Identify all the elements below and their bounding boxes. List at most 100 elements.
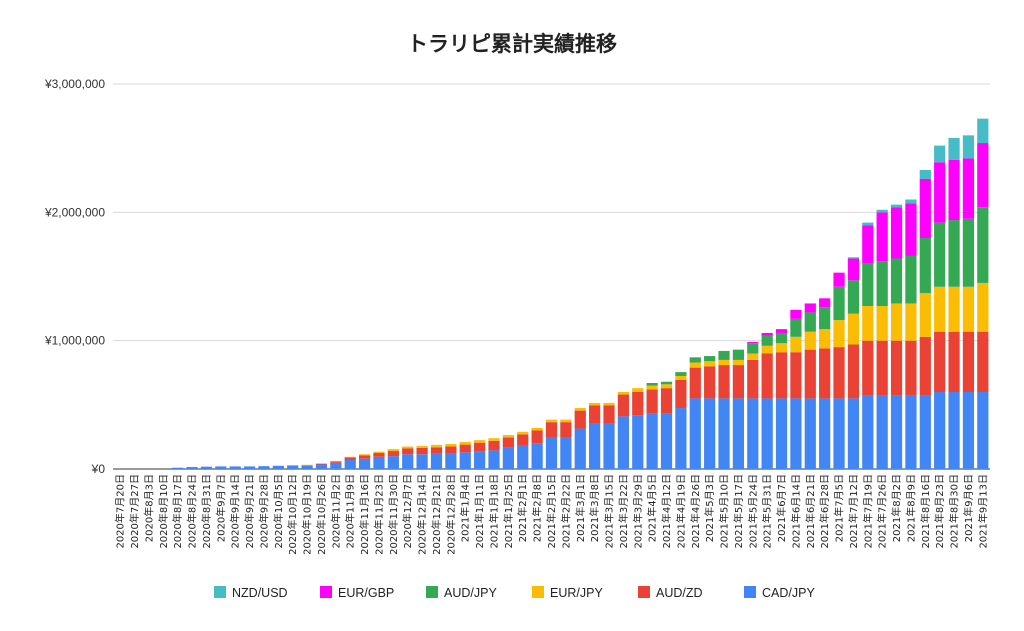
x-tick-label: 2021年6月7日 — [775, 474, 788, 542]
axis-layer: ¥0 ¥1,000,000 ¥2,000,000 ¥3,000,000 2020年7月2… — [44, 77, 989, 555]
bar-eur-jpy — [847, 313, 860, 345]
bar-eur-jpy — [862, 306, 874, 341]
x-tick-label: 2021年5月17日 — [732, 474, 745, 549]
x-tick-label: 2021年4月12日 — [660, 474, 673, 549]
bar-eur-jpy — [977, 282, 989, 332]
bar-nzd-usd — [977, 118, 989, 144]
bar-eur-jpy — [804, 331, 816, 350]
x-tick-label: 2021年8月16日 — [919, 474, 932, 549]
bar-aud-zd — [833, 347, 845, 399]
bar-aud-jpy — [847, 280, 860, 314]
bar-eur-jpy — [315, 463, 328, 464]
bar-eur-gbp — [977, 143, 989, 208]
bar-eur-jpy — [416, 445, 428, 448]
y-tick-label: ¥1,000,000 — [44, 334, 105, 348]
bar-aud-zd — [373, 452, 385, 457]
x-tick-label: 2020年10月5日 — [272, 474, 285, 549]
x-tick-label: 2020年8月31日 — [200, 474, 213, 549]
bar-aud-zd — [790, 352, 802, 399]
x-tick-label: 2021年4月19日 — [674, 474, 687, 549]
bar-eur-jpy — [402, 446, 414, 449]
bars-layer — [172, 118, 989, 469]
bar-aud-jpy — [646, 383, 658, 386]
bar-aud-zd — [344, 457, 356, 461]
bar-aud-zd — [732, 365, 745, 399]
bar-aud-jpy — [819, 307, 831, 330]
bar-aud-jpy — [761, 335, 773, 346]
bar-eur-jpy — [430, 444, 443, 448]
bar-cad-jpy — [315, 464, 328, 469]
bar-nzd-usd — [934, 145, 946, 163]
legend-label: NZD/USD — [232, 586, 288, 600]
bar-cad-jpy — [258, 466, 270, 469]
x-tick-label: 2020年10月19日 — [301, 474, 314, 555]
bar-eur-jpy — [761, 345, 773, 354]
bar-eur-gbp — [775, 329, 788, 333]
bar-cad-jpy — [646, 413, 658, 469]
legend-swatch — [532, 586, 544, 598]
bar-cad-jpy — [200, 466, 213, 469]
bar-eur-jpy — [660, 384, 673, 389]
bar-eur-jpy — [876, 306, 888, 341]
x-tick-label: 2021年1月18日 — [487, 474, 500, 549]
bar-nzd-usd — [905, 199, 917, 204]
bar-cad-jpy — [919, 395, 931, 469]
bar-cad-jpy — [373, 456, 385, 469]
bar-cad-jpy — [459, 452, 471, 469]
bar-aud-jpy — [862, 263, 874, 307]
bar-aud-zd — [876, 340, 888, 396]
bar-eur-gbp — [747, 341, 759, 344]
bar-eur-jpy — [646, 385, 658, 390]
bar-cad-jpy — [589, 423, 601, 469]
bar-aud-zd — [675, 379, 687, 409]
bar-cad-jpy — [474, 451, 486, 469]
bar-cad-jpy — [747, 398, 759, 469]
bar-aud-zd — [646, 389, 658, 414]
x-tick-label: 2020年10月12日 — [286, 474, 299, 555]
bar-cad-jpy — [402, 454, 414, 469]
bar-eur-gbp — [804, 303, 816, 313]
bar-cad-jpy — [574, 428, 586, 469]
bar-aud-jpy — [804, 312, 816, 332]
legend-swatch — [744, 586, 756, 598]
bar-aud-jpy — [977, 207, 989, 283]
bar-eur-gbp — [962, 158, 975, 219]
legend-swatch — [638, 586, 650, 598]
bar-eur-jpy — [373, 451, 385, 453]
bar-aud-zd — [517, 434, 529, 446]
bar-aud-zd — [402, 448, 414, 455]
x-tick-label: 2020年11月16日 — [358, 474, 371, 555]
bar-aud-jpy — [775, 332, 788, 344]
bar-aud-zd — [718, 365, 730, 399]
bar-aud-zd — [948, 331, 960, 392]
legend: NZD/USD EUR/GBP AUD/JPY EUR/JPY AUD/ZD CAD/JP… — [214, 586, 815, 600]
bar-nzd-usd — [948, 137, 960, 160]
bar-cad-jpy — [243, 466, 256, 469]
bar-eur-jpy — [747, 353, 759, 360]
x-tick-label: 2020年8月17日 — [171, 474, 184, 549]
x-tick-label: 2021年3月29日 — [631, 474, 644, 549]
bar-aud-jpy — [718, 350, 730, 360]
bar-aud-zd — [660, 388, 673, 414]
bar-cad-jpy — [660, 413, 673, 469]
bar-cad-jpy — [488, 450, 500, 469]
bar-eur-jpy — [358, 454, 371, 456]
bar-eur-jpy — [387, 449, 399, 452]
bar-cad-jpy — [819, 398, 831, 469]
bar-aud-zd — [862, 340, 874, 396]
bar-eur-gbp — [934, 162, 946, 223]
x-tick-label: 2020年10月26日 — [315, 474, 328, 555]
bar-cad-jpy — [675, 408, 687, 469]
bar-aud-zd — [589, 405, 601, 424]
bar-eur-jpy — [704, 361, 716, 367]
bar-aud-zd — [545, 422, 558, 438]
x-tick-label: 2020年9月14日 — [229, 474, 242, 549]
x-tick-label: 2021年1月11日 — [473, 474, 486, 549]
bar-aud-zd — [804, 349, 816, 399]
bar-cad-jpy — [934, 392, 946, 469]
bar-aud-zd — [531, 430, 543, 444]
bar-eur-jpy — [574, 408, 586, 411]
bar-aud-zd — [689, 367, 701, 399]
x-tick-label: 2021年8月30日 — [948, 474, 961, 549]
